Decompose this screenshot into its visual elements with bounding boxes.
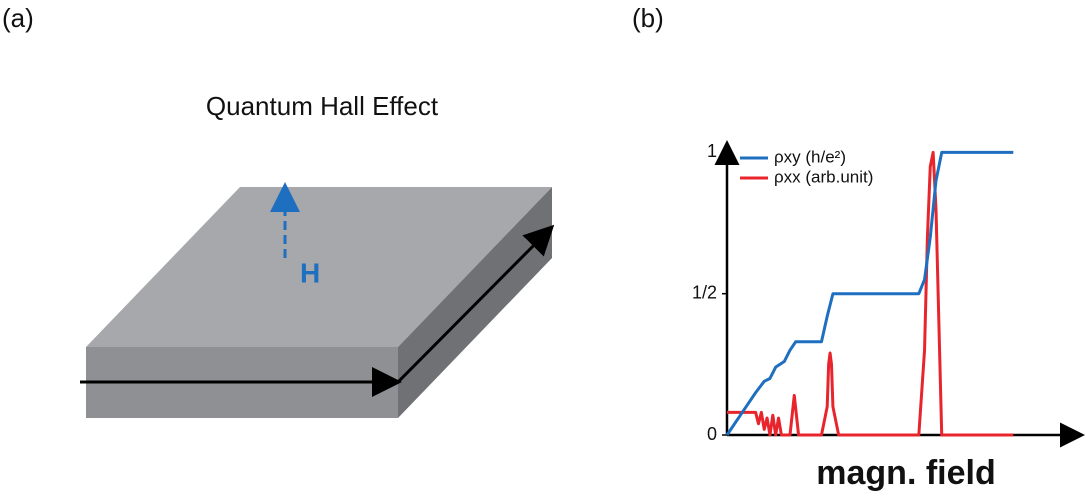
field-label: H: [300, 257, 320, 288]
slab: [80, 187, 552, 418]
y-tick-label: 1: [707, 141, 717, 161]
line-series: [727, 152, 1013, 435]
y-tick-label: 1/2: [692, 282, 717, 302]
figure: (a) (b) Quantum Hall Effect H 0 1/2 1 ρxx (…: [0, 0, 1086, 499]
chart: 0 1/2 1 ρxx (arb.unit)ρxy (h/e²): [692, 141, 1080, 444]
diagram-title: Quantum Hall Effect: [206, 91, 439, 121]
legend-label: ρxy (h/e²): [774, 147, 846, 166]
legend-label: ρxx (arb.unit): [774, 167, 873, 186]
panel-label: (b): [632, 3, 664, 33]
panel-label: (a): [2, 3, 34, 33]
y-tick-label: 0: [707, 424, 717, 444]
x-axis-label: magn. field: [816, 454, 995, 492]
